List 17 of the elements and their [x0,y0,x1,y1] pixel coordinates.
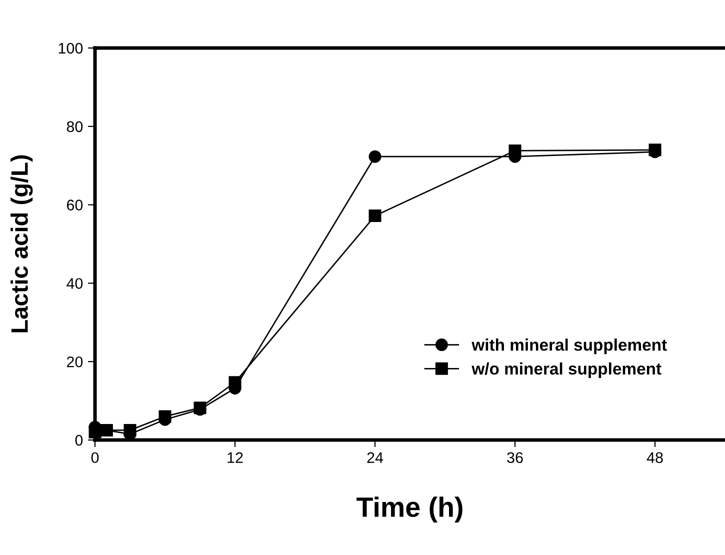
y-tick-label: 100 [58,42,83,54]
y-tick-label: 60 [66,200,83,210]
x-tick-label: 0 [91,452,99,464]
x-tick-label: 36 [507,452,523,464]
x-tick-label: 12 [228,452,243,463]
legend-label: w/o mineral supplement [472,362,662,378]
y-tick-label: 80 [66,121,83,132]
x-tick-label: 24 [367,452,384,463]
x-axis-title: Time (h) [356,496,462,522]
point [368,150,382,163]
point [368,210,382,222]
legend-label: with mineral supplement [472,338,667,354]
y-tick-label: 20 [66,356,83,368]
y-axis-title: Lactic acid (g/L) [10,155,33,332]
y-tick-label: 40 [66,278,83,289]
x-tick-label: 48 [646,452,663,464]
y-tick-label: 0 [75,434,83,446]
